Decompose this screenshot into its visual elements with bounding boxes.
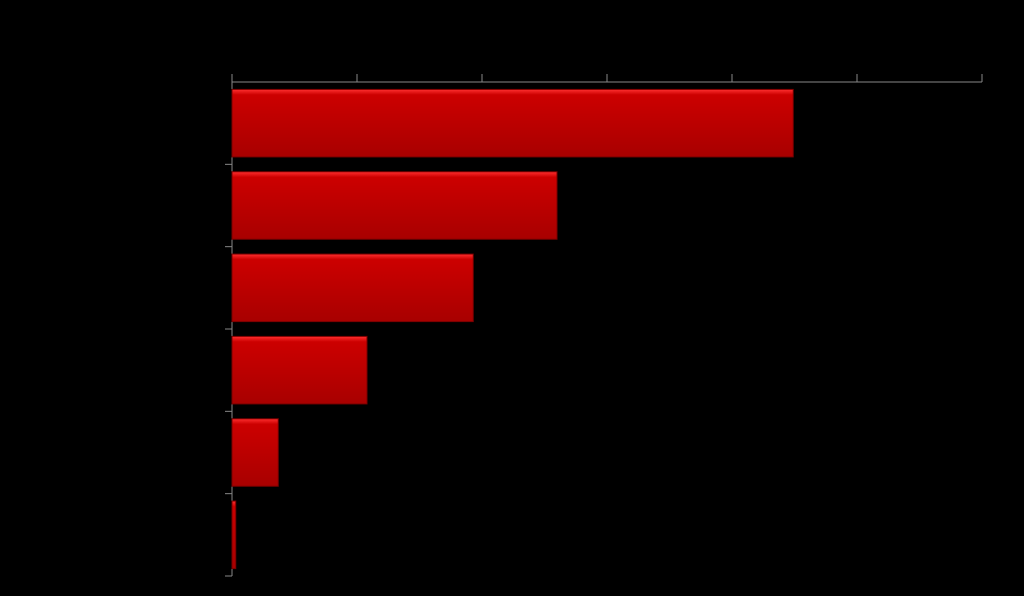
bar — [231, 88, 794, 158]
bar — [231, 171, 558, 240]
bar — [231, 418, 279, 487]
bar — [231, 253, 474, 323]
bar — [231, 500, 237, 570]
bar — [231, 335, 368, 405]
